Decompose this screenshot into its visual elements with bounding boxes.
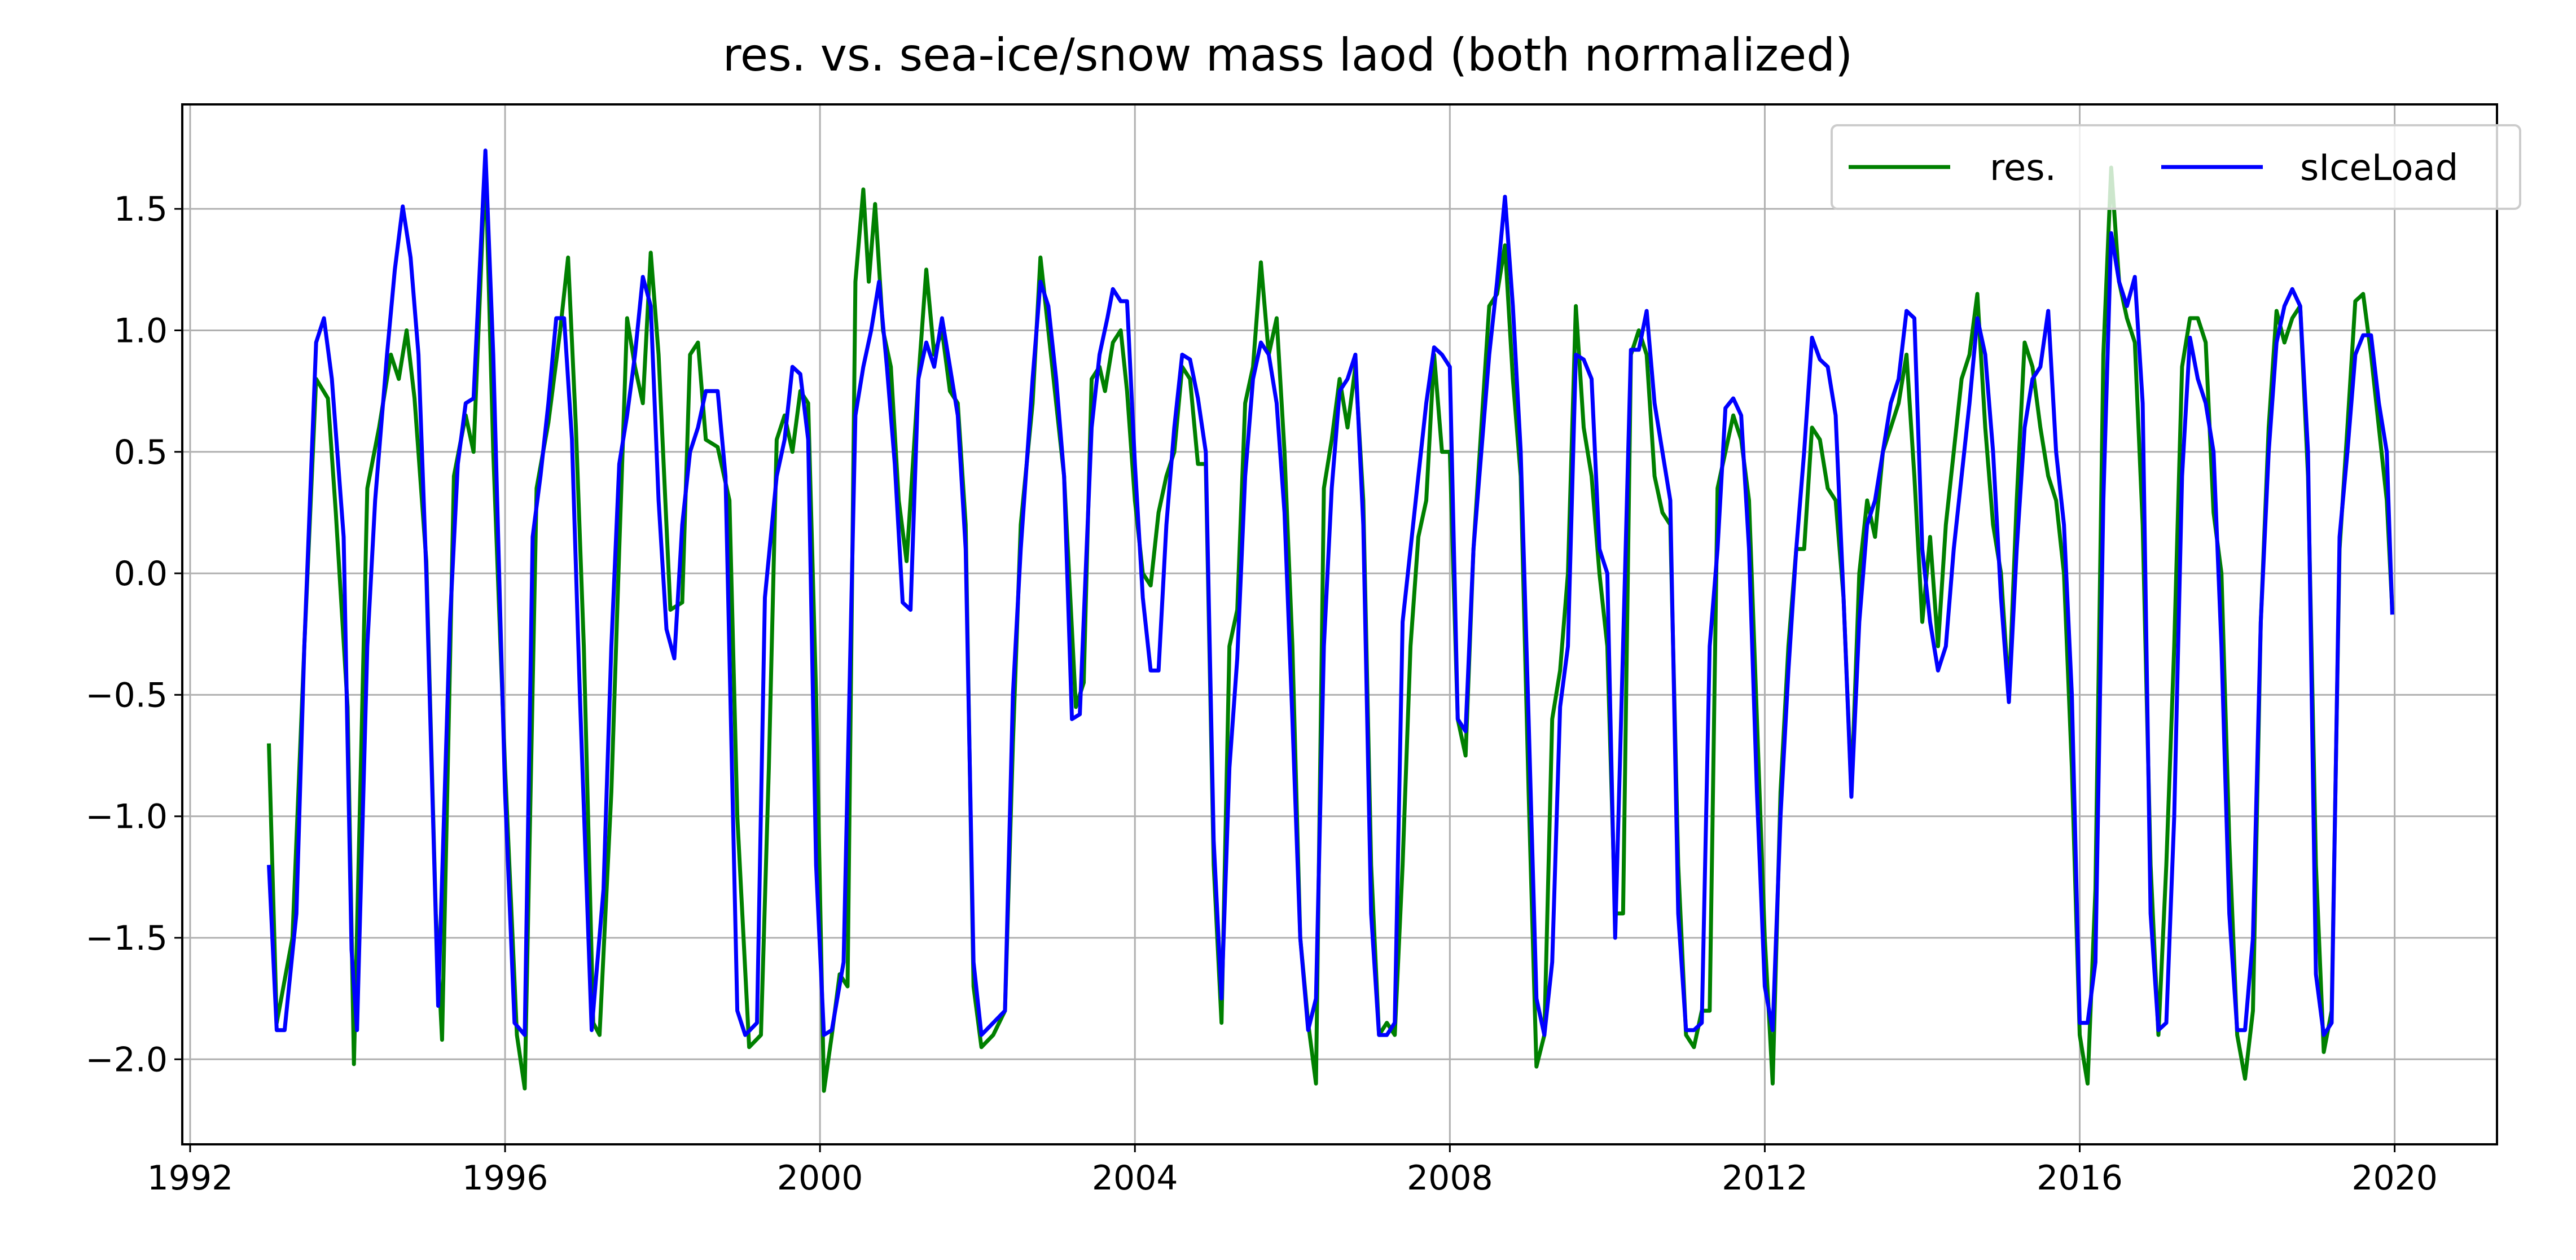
x-tick-label: 2016 (2037, 1158, 2123, 1198)
y-tick-label: −1.0 (85, 797, 168, 837)
x-tick-label: 1996 (462, 1158, 548, 1198)
x-tick-label: 2000 (777, 1158, 863, 1198)
legend: res. sIceLoad (1831, 124, 2521, 210)
legend-label-res: res. (1990, 147, 2056, 189)
grid-lines (182, 104, 2497, 1144)
series-line-res (267, 158, 2394, 1093)
axis-ticks: 1992 1996 2000 2004 2008 2012 2016 2020 −2.0 −1.5… (85, 190, 2438, 1198)
series-lines (267, 148, 2394, 1093)
x-tick-label: 2004 (1092, 1158, 1178, 1198)
y-tick-label: −1.5 (85, 919, 168, 958)
y-tick-label: −0.5 (85, 675, 168, 715)
plot-frame (181, 103, 2498, 1145)
y-tick-label: 0.5 (114, 433, 168, 472)
y-tick-label: 1.0 (114, 311, 168, 350)
legend-label-siceload: sIceLoad (2300, 147, 2458, 189)
x-tick-label: 2008 (1407, 1158, 1493, 1198)
x-tick-label: 2012 (1722, 1158, 1808, 1198)
series-line-siceload (267, 148, 2394, 1037)
x-tick-label: 1992 (147, 1158, 234, 1198)
x-tick-label: 2020 (2351, 1158, 2438, 1198)
chart-title: res. vs. sea-ice/snow mass laod (both no… (723, 29, 1853, 81)
y-tick-label: 1.5 (114, 190, 168, 229)
y-tick-label: −2.0 (85, 1040, 168, 1079)
y-tick-label: 0.0 (114, 554, 168, 594)
